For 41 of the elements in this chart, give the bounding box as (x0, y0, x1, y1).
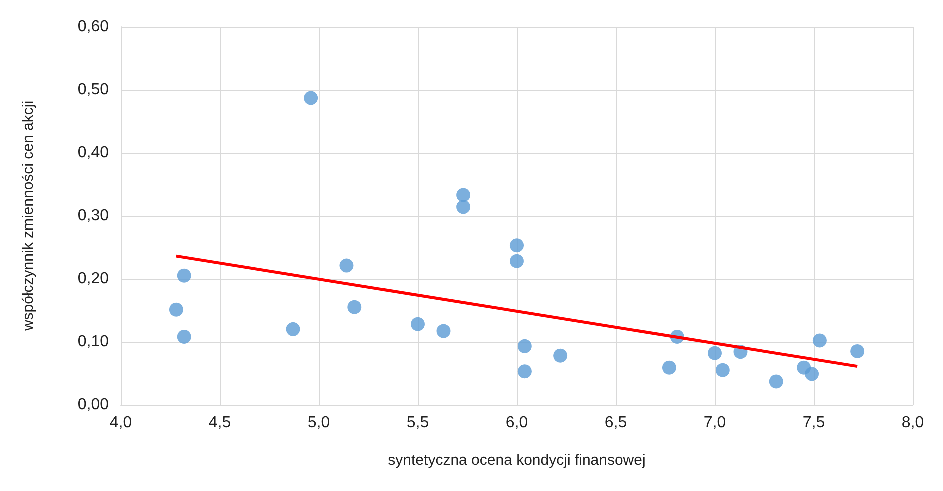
y-axis-title: współczynnik zmienności cen akcji (20, 100, 37, 332)
point (769, 374, 784, 389)
point (518, 339, 532, 354)
x-axis-title: syntetyczna ocena kondycji finansowej (388, 452, 646, 469)
point (510, 238, 524, 253)
point (716, 363, 730, 378)
point (456, 200, 471, 214)
x-tick-label: 4,0 (110, 414, 132, 432)
x-tick-label: 6,0 (506, 414, 528, 432)
point (286, 322, 300, 336)
point (177, 330, 192, 344)
y-tick-label: 0,00 (78, 396, 110, 414)
point (304, 91, 318, 106)
point (812, 334, 827, 348)
point (850, 344, 865, 358)
point (554, 348, 568, 363)
y-tick-label: 0,20 (78, 270, 110, 288)
point (177, 268, 192, 283)
point (662, 360, 676, 375)
x-tick-label: 7,5 (802, 414, 826, 432)
x-tick-label: 5,5 (406, 414, 430, 432)
y-tick-label: 0,10 (78, 334, 110, 350)
point (340, 258, 354, 273)
point (411, 317, 425, 332)
point (456, 188, 471, 202)
y-tick-label: 0,60 (78, 18, 110, 36)
x-tick-label: 5,0 (308, 414, 330, 432)
x-tick-label: 6,5 (604, 414, 628, 432)
point (348, 300, 362, 314)
point (436, 324, 451, 338)
point (169, 302, 184, 317)
y-tick-label: 0,50 (78, 82, 110, 98)
point (510, 254, 524, 268)
point (805, 367, 820, 382)
x-tick-label: 4,5 (208, 414, 232, 432)
y-tick-label: 0,30 (78, 208, 110, 224)
point (518, 364, 532, 379)
x-tick-label: 7,0 (704, 414, 726, 432)
point (708, 346, 722, 360)
y-tick-label: 0,40 (78, 144, 110, 162)
x-tick-label: 8,0 (902, 414, 924, 432)
